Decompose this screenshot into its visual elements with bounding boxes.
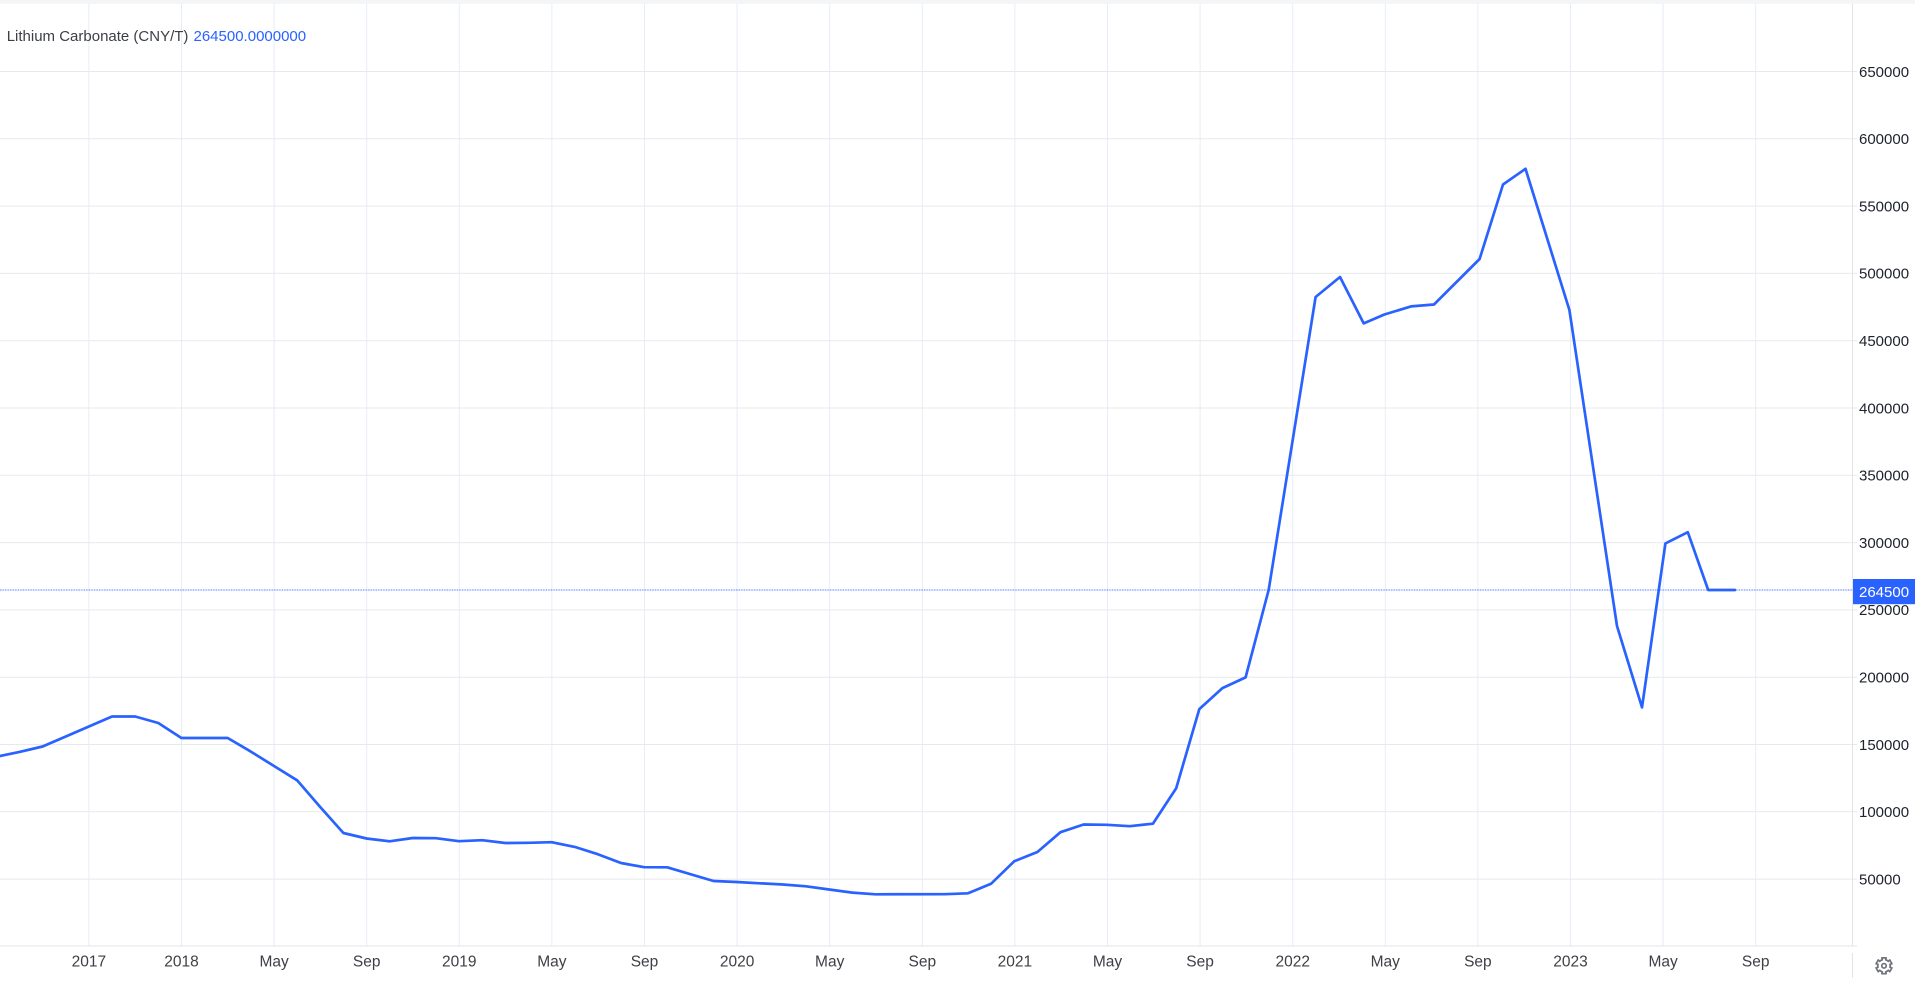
svg-text:550000: 550000 [1859,198,1909,215]
svg-text:350000: 350000 [1859,468,1909,485]
svg-text:May: May [537,953,567,970]
svg-text:500000: 500000 [1859,266,1909,283]
svg-text:2018: 2018 [164,953,198,970]
svg-text:Lithium Carbonate (CNY/T): Lithium Carbonate (CNY/T) [7,28,189,45]
svg-text:Sep: Sep [353,953,381,970]
svg-text:150000: 150000 [1859,737,1909,754]
svg-text:264500: 264500 [1859,584,1909,601]
svg-text:May: May [259,953,289,970]
svg-text:2019: 2019 [442,953,476,970]
svg-text:May: May [1371,953,1401,970]
svg-text:Sep: Sep [1742,953,1770,970]
svg-text:May: May [1648,953,1678,970]
svg-text:200000: 200000 [1859,670,1909,687]
svg-text:2022: 2022 [1275,953,1309,970]
svg-text:300000: 300000 [1859,535,1909,552]
svg-text:650000: 650000 [1859,64,1909,81]
svg-text:2023: 2023 [1553,953,1587,970]
svg-text:Sep: Sep [1186,953,1214,970]
svg-text:Sep: Sep [1464,953,1492,970]
svg-text:May: May [815,953,845,970]
svg-text:600000: 600000 [1859,131,1909,148]
svg-text:2020: 2020 [720,953,755,970]
svg-text:Sep: Sep [631,953,659,970]
svg-text:Sep: Sep [909,953,937,970]
svg-text:250000: 250000 [1859,602,1909,619]
svg-text:450000: 450000 [1859,333,1909,350]
svg-text:50000: 50000 [1859,871,1901,888]
svg-text:400000: 400000 [1859,400,1909,417]
svg-text:100000: 100000 [1859,804,1909,821]
svg-text:264500.0000000: 264500.0000000 [194,28,307,45]
svg-text:May: May [1093,953,1123,970]
svg-text:2017: 2017 [72,953,106,970]
svg-text:2021: 2021 [998,953,1032,970]
